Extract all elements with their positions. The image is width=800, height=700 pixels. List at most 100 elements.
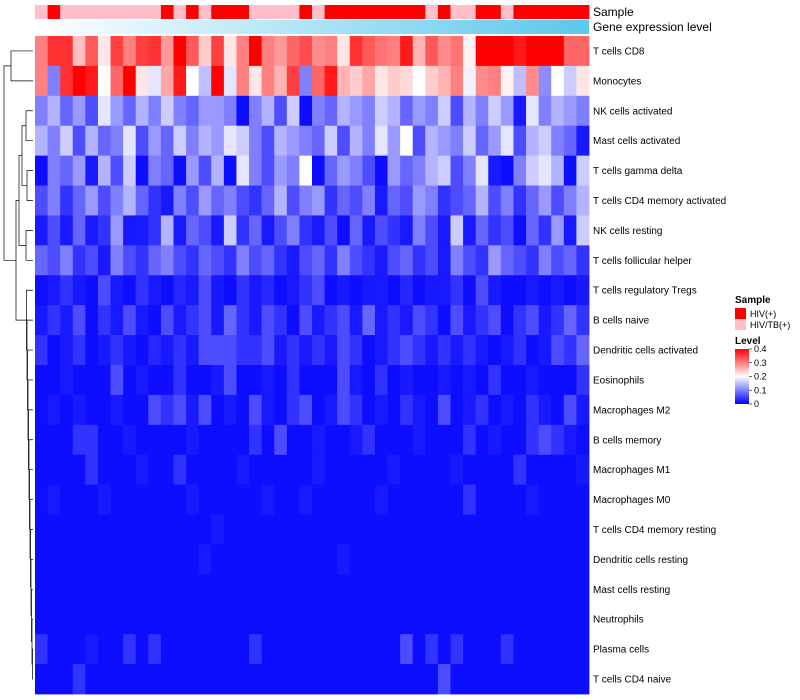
heatmap-cell-r2-c40 xyxy=(538,95,552,127)
heatmap-cell-r12-c7 xyxy=(123,394,137,426)
heatmap-cell-r13-c40 xyxy=(538,424,552,456)
heatmap-cell-r3-c17 xyxy=(249,125,263,157)
heatmap-cell-r8-c10 xyxy=(160,275,174,306)
heatmap-cell-r4-c10 xyxy=(160,155,174,186)
heatmap-cell-r14-c9 xyxy=(148,454,162,486)
heatmap-cell-r20-c41 xyxy=(551,634,565,665)
heatmap-cell-r14-c18 xyxy=(261,454,275,486)
heatmap-cell-r6-c32 xyxy=(437,215,451,246)
heatmap-cell-r21-c13 xyxy=(198,664,212,695)
heatmap-cell-r4-c17 xyxy=(249,155,263,186)
heatmap-cell-r4-c43 xyxy=(576,155,590,186)
heatmap-cell-r2-c9 xyxy=(148,95,162,127)
heatmap-cell-r6-c29 xyxy=(400,215,414,246)
heatmap-cell-r20-c30 xyxy=(412,634,426,665)
heatmap-cell-r1-c37 xyxy=(500,65,514,97)
heatmap-cell-r3-c14 xyxy=(211,125,225,157)
heatmap-cell-r11-c7 xyxy=(123,365,137,396)
heatmap-cell-r12-c11 xyxy=(173,394,187,426)
heatmap-cell-r2-c39 xyxy=(526,95,540,127)
heatmap-cell-r21-c22 xyxy=(312,664,325,695)
heatmap-cell-r17-c4 xyxy=(85,544,99,575)
row-label: Mast cells activated xyxy=(593,136,680,147)
heatmap-cell-r16-c40 xyxy=(538,514,552,545)
heatmap-cell-r2-c3 xyxy=(72,95,86,127)
heatmap-cell-r5-c14 xyxy=(211,185,225,216)
heatmap-cell-r4-c11 xyxy=(173,155,187,186)
heatmap-cell-r21-c30 xyxy=(412,664,426,695)
heatmap-cell-r18-c24 xyxy=(337,574,351,605)
heatmap-cell-r13-c16 xyxy=(236,424,250,456)
heatmap-cell-r1-c22 xyxy=(312,65,325,97)
heatmap-cell-r18-c17 xyxy=(249,574,263,605)
heatmap-cell-r18-c0 xyxy=(35,574,48,605)
heatmap-cell-r15-c19 xyxy=(274,484,288,515)
heatmap-cell-r9-c14 xyxy=(211,305,225,336)
heatmap-cell-r14-c21 xyxy=(299,454,313,486)
heatmap-cell-r8-c8 xyxy=(135,275,149,306)
heatmap-cell-r14-c24 xyxy=(337,454,351,486)
heatmap-cell-r4-c7 xyxy=(123,155,137,186)
heatmap-cell-r5-c3 xyxy=(72,185,86,216)
heatmap-cell-r18-c31 xyxy=(425,574,439,605)
heatmap-cell-r17-c34 xyxy=(463,544,477,575)
heatmap-cell-r7-c35 xyxy=(475,245,489,276)
sample-cell-17 xyxy=(249,5,263,19)
heatmap-cell-r21-c25 xyxy=(349,664,363,695)
heatmap-cell-r16-c6 xyxy=(110,514,124,545)
heatmap-cell-r6-c6 xyxy=(110,215,124,246)
heatmap-cell-r10-c2 xyxy=(60,335,74,366)
heatmap-cell-r8-c14 xyxy=(211,275,225,306)
heatmap-cell-r7-c26 xyxy=(362,245,376,276)
heatmap-cell-r1-c7 xyxy=(123,65,137,97)
heatmap-cell-r11-c40 xyxy=(538,365,552,396)
heatmap-cell-r0-c28 xyxy=(387,36,401,67)
heatmap-cell-r14-c19 xyxy=(274,454,288,486)
heatmap-cell-r19-c31 xyxy=(425,604,439,635)
heatmap-cell-r20-c16 xyxy=(236,634,250,665)
heatmap-cell-r1-c35 xyxy=(475,65,489,97)
row-label: Neutrophils xyxy=(593,615,644,626)
heatmap-cell-r3-c5 xyxy=(97,125,111,157)
heatmap-cell-r10-c9 xyxy=(148,335,162,366)
heatmap-cell-r11-c16 xyxy=(236,365,250,396)
heatmap-cell-r15-c27 xyxy=(374,484,388,515)
heatmap-cell-r11-c0 xyxy=(35,365,48,396)
heatmap-cell-r11-c11 xyxy=(173,365,187,396)
heatmap-cell-r4-c25 xyxy=(349,155,363,186)
dendrogram-branch xyxy=(30,559,33,616)
heatmap-cell-r0-c37 xyxy=(500,36,514,67)
heatmap-cell-r12-c33 xyxy=(450,394,464,426)
heatmap-cell-r1-c8 xyxy=(135,65,149,97)
row-label: T cells CD4 memory activated xyxy=(593,196,726,207)
heatmap-cell-r12-c26 xyxy=(362,394,376,426)
heatmap-cell-r15-c22 xyxy=(312,484,325,515)
heatmap-cell-r9-c27 xyxy=(374,305,388,336)
heatmap-cell-r11-c25 xyxy=(349,365,363,396)
heatmap-cell-r18-c2 xyxy=(60,574,74,605)
row-label: B cells naive xyxy=(593,316,650,327)
heatmap-cell-r13-c28 xyxy=(387,424,401,456)
heatmap-cell-r15-c32 xyxy=(437,484,451,515)
heatmap-cell-r18-c38 xyxy=(513,574,527,605)
heatmap-cell-r6-c42 xyxy=(563,215,577,246)
heatmap-cell-r13-c35 xyxy=(475,424,489,456)
sample-cell-10 xyxy=(160,5,174,19)
heatmap-cell-r0-c39 xyxy=(526,36,540,67)
heatmap-cell-r16-c26 xyxy=(362,514,376,545)
heatmap-cell-r2-c5 xyxy=(97,95,111,127)
sample-cell-37 xyxy=(500,5,514,19)
heatmap-cell-r8-c3 xyxy=(72,275,86,306)
heatmap-cell-r6-c17 xyxy=(249,215,263,246)
heatmap-cell-r11-c24 xyxy=(337,365,351,396)
heatmap-cell-r6-c39 xyxy=(526,215,540,246)
heatmap-cell-r19-c33 xyxy=(450,604,464,635)
heatmap-cell-r21-c39 xyxy=(526,664,540,695)
heatmap-cell-r19-c43 xyxy=(576,604,590,635)
heatmap-cell-r15-c4 xyxy=(85,484,99,515)
heatmap-cell-r9-c18 xyxy=(261,305,275,336)
heatmap-cell-r18-c14 xyxy=(211,574,225,605)
heatmap-cell-r19-c23 xyxy=(324,604,338,635)
heatmap-cell-r12-c0 xyxy=(35,394,48,426)
heatmap-cell-r7-c23 xyxy=(324,245,338,276)
